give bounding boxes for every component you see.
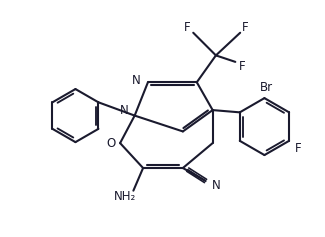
Text: N: N — [120, 104, 129, 117]
Text: NH₂: NH₂ — [114, 190, 136, 203]
Text: N: N — [132, 74, 141, 87]
Text: O: O — [106, 137, 116, 150]
Text: F: F — [183, 21, 190, 34]
Text: F: F — [239, 60, 245, 73]
Text: N: N — [212, 179, 220, 192]
Text: F: F — [242, 21, 248, 34]
Text: Br: Br — [259, 81, 273, 94]
Text: F: F — [295, 142, 302, 155]
